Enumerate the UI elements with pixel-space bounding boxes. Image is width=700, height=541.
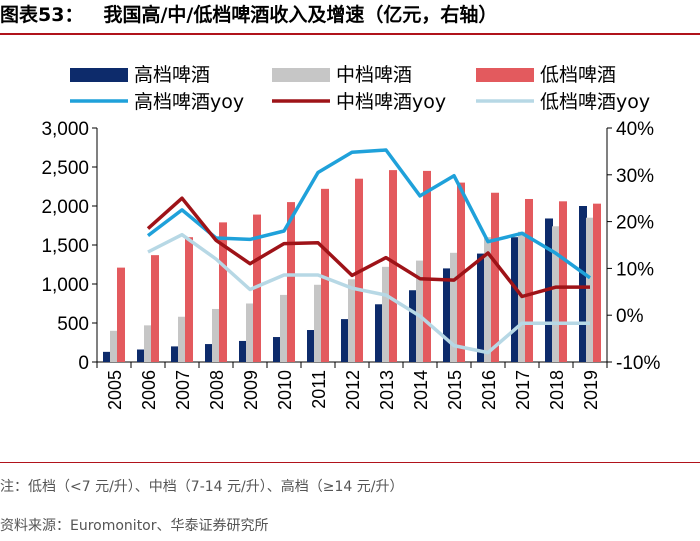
legend-swatch — [272, 68, 330, 82]
x-tick-label: 2011 — [309, 370, 329, 409]
legend-label: 低档啤酒yoy — [540, 91, 650, 113]
bar-高档啤酒 — [341, 319, 349, 362]
bar-低档啤酒 — [287, 202, 295, 362]
y-left-tick-label: 2,500 — [41, 158, 89, 179]
bar-低档啤酒 — [185, 237, 193, 362]
legend-label: 高档啤酒yoy — [134, 91, 244, 113]
y-right-tick-label: -10% — [616, 353, 660, 374]
y-right-tick-label: 10% — [616, 259, 654, 280]
bar-中档啤酒 — [246, 303, 254, 362]
bar-中档啤酒 — [110, 330, 118, 362]
x-tick-label: 2014 — [411, 370, 431, 410]
bar-低档啤酒 — [423, 170, 431, 362]
bar-中档啤酒 — [280, 294, 288, 362]
legend-label: 中档啤酒yoy — [336, 91, 446, 113]
x-tick-label: 2009 — [241, 370, 261, 410]
line-低档啤酒yoy — [147, 232, 590, 355]
x-tick-label: 2012 — [343, 370, 363, 410]
bar-高档啤酒 — [171, 346, 179, 362]
bar-高档啤酒 — [443, 268, 451, 362]
legend-label: 中档啤酒 — [336, 64, 412, 86]
bar-低档啤酒 — [491, 192, 499, 362]
y-left-tick-label: 3,000 — [41, 119, 89, 140]
y-left-tick-label: 2,000 — [41, 197, 89, 218]
bar-中档啤酒 — [450, 252, 458, 362]
x-tick-label: 2017 — [513, 370, 533, 410]
bar-高档啤酒 — [477, 253, 485, 362]
x-tick-label: 2005 — [105, 370, 125, 410]
y-right-tick-label: 30% — [616, 166, 654, 187]
bar-低档啤酒 — [151, 255, 159, 362]
y-left-tick-label: 500 — [57, 314, 89, 335]
x-tick-label: 2018 — [547, 370, 567, 410]
bar-高档啤酒 — [307, 330, 315, 362]
y-left-tick-label: 0 — [78, 353, 89, 374]
bar-高档啤酒 — [239, 340, 247, 362]
source-note: 资料来源：Euromonitor、华泰证券研究所 — [0, 518, 269, 534]
bar-中档啤酒 — [382, 266, 390, 362]
legend-swatch — [70, 68, 128, 82]
y-right-tick-label: 0% — [616, 306, 644, 327]
bar-中档啤酒 — [314, 284, 322, 362]
legend-label: 低档啤酒 — [540, 64, 616, 86]
legend-swatch — [476, 68, 534, 82]
bar-中档啤酒 — [552, 226, 560, 362]
bar-低档啤酒 — [389, 170, 397, 362]
bar-低档啤酒 — [117, 267, 125, 362]
y-right-tick-label: 20% — [616, 213, 654, 234]
y-right-tick-label: 40% — [616, 119, 654, 140]
bar-低档啤酒 — [219, 222, 227, 362]
x-tick-label: 2013 — [377, 370, 397, 410]
bar-高档啤酒 — [409, 290, 417, 362]
x-tick-label: 2016 — [479, 370, 499, 410]
legend-label: 高档啤酒 — [134, 64, 210, 86]
bar-低档啤酒 — [321, 188, 329, 362]
line-中档啤酒yoy — [146, 196, 590, 299]
bar-中档啤酒 — [416, 260, 424, 362]
footnote: 注：低档（<7 元/升）、中档（7-14 元/升）、高档（≥14 元/升） — [0, 479, 404, 495]
title-rule — [0, 33, 700, 35]
y-left-tick-label: 1,000 — [41, 275, 89, 296]
bar-高档啤酒 — [375, 304, 383, 362]
bar-中档啤酒 — [348, 279, 356, 362]
y-left-tick-label: 1,500 — [41, 236, 89, 257]
bar-高档啤酒 — [579, 206, 587, 362]
bar-中档啤酒 — [178, 316, 186, 362]
bar-中档啤酒 — [484, 237, 492, 362]
x-tick-label: 2010 — [275, 370, 295, 410]
bar-高档啤酒 — [511, 237, 519, 362]
bar-中档啤酒 — [212, 308, 220, 362]
chart-title: 我国高/中/低档啤酒收入及增速（亿元，右轴） — [103, 4, 498, 26]
footer-rule — [0, 462, 700, 463]
x-tick-label: 2008 — [207, 370, 227, 410]
bar-低档啤酒 — [593, 203, 601, 362]
bar-高档啤酒 — [137, 349, 145, 362]
figure-title: 图表53： 我国高/中/低档啤酒收入及增速（亿元，右轴） — [0, 0, 497, 30]
bar-高档啤酒 — [205, 344, 213, 362]
bar-低档啤酒 — [525, 198, 533, 362]
bar-低档啤酒 — [559, 201, 567, 362]
bar-高档啤酒 — [273, 337, 281, 362]
x-tick-label: 2007 — [173, 370, 193, 410]
bar-中档啤酒 — [144, 325, 152, 362]
line-高档啤酒yoy — [146, 148, 592, 280]
x-tick-label: 2015 — [445, 370, 465, 410]
x-tick-label: 2019 — [581, 370, 601, 410]
bar-高档啤酒 — [103, 351, 111, 362]
x-tick-label: 2006 — [139, 370, 159, 410]
figure-label: 图表53： — [0, 4, 84, 26]
bar-中档啤酒 — [586, 217, 594, 362]
